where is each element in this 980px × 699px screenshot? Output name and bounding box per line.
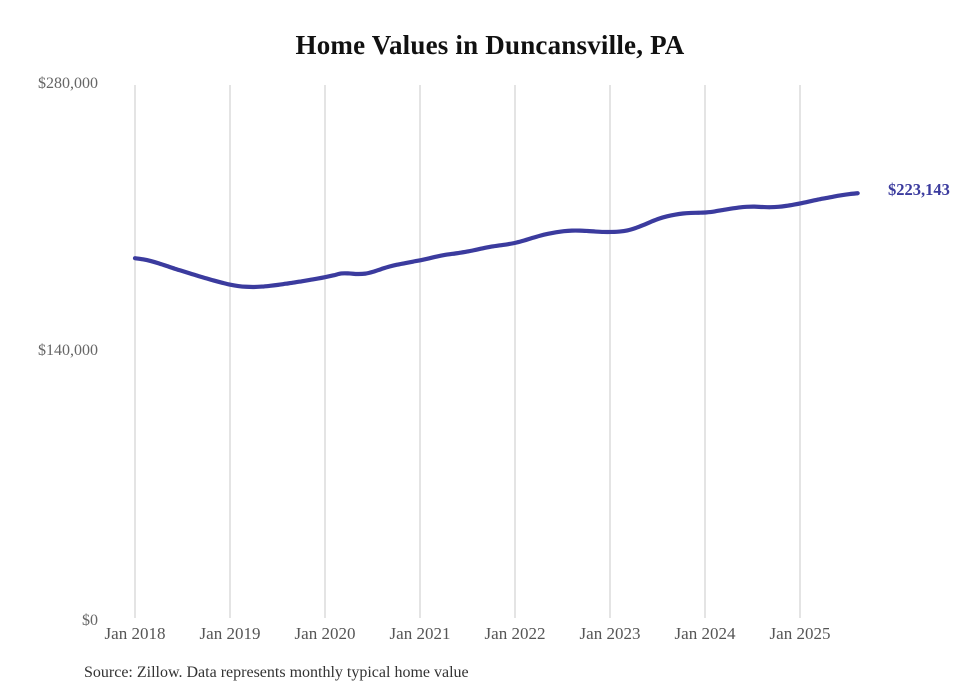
x-tick-label-jan-2019: Jan 2019 (199, 624, 261, 643)
x-gridlines (134, 85, 801, 618)
y-tick-label-mid: $140,000 (38, 342, 98, 359)
x-tick-label-jan-2021: Jan 2021 (389, 624, 451, 643)
chart-title: Home Values in Duncansville, PA (295, 30, 685, 60)
x-tick-label-jan-2022: Jan 2022 (484, 624, 546, 643)
y-tick-label-bottom: $0 (82, 612, 98, 629)
x-tick-label-jan-2025: Jan 2025 (769, 624, 831, 643)
x-tick-label-jan-2024: Jan 2024 (674, 624, 736, 643)
source-note: Source: Zillow. Data represents monthly … (84, 664, 469, 681)
home-value-series-line (132, 191, 860, 290)
y-tick-label-top: $280,000 (38, 75, 98, 92)
latest-value-callout: $223,143 (888, 180, 950, 199)
x-tick-label-jan-2020: Jan 2020 (294, 624, 356, 643)
x-tick-label-jan-2018: Jan 2018 (104, 624, 166, 643)
x-tick-label-jan-2023: Jan 2023 (579, 624, 641, 643)
